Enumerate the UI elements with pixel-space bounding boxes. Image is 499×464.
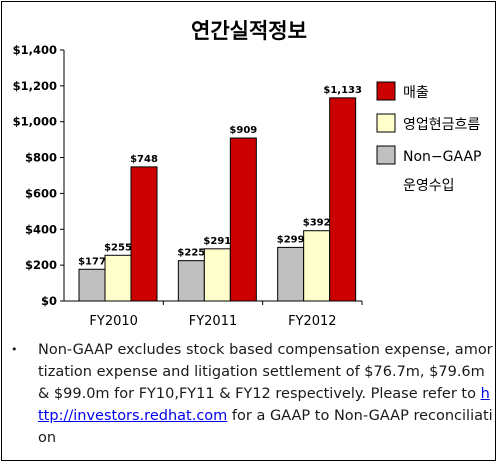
legend-label: Non−GAAP — [403, 149, 481, 165]
bar — [78, 268, 106, 302]
legend-label: 매출 — [403, 85, 429, 101]
bar — [130, 166, 158, 302]
y-tick-label: $200 — [25, 258, 57, 272]
legend-label-line2: 운영수입 — [403, 178, 455, 194]
data-label: $392 — [303, 218, 331, 229]
data-label: $225 — [177, 248, 205, 259]
data-label: $909 — [229, 125, 257, 136]
data-label: $748 — [130, 154, 158, 165]
footnote-text: Non-GAAP excludes stock based compensati… — [38, 339, 494, 449]
data-label: $255 — [104, 242, 132, 253]
x-category-label: FY2010 — [89, 314, 138, 329]
bar — [229, 137, 257, 302]
data-label: $299 — [277, 234, 305, 245]
data-label: $177 — [78, 256, 106, 267]
footnote-text-after: for a GAAP to Non-GAAP reconciliation — [38, 408, 493, 446]
x-category-label: FY2012 — [288, 314, 337, 329]
y-tick-label: $1,200 — [13, 79, 57, 93]
investor-relations-link[interactable]: http://investors.redhat.com — [38, 386, 490, 424]
y-tick-label: $0 — [41, 294, 57, 308]
bar — [177, 260, 205, 302]
data-label: $291 — [203, 236, 231, 247]
x-category-label: FY2011 — [189, 314, 238, 329]
bar — [303, 230, 331, 302]
legend-swatch — [376, 113, 396, 133]
y-tick-label: $1,400 — [13, 43, 57, 57]
y-tick-label: $800 — [25, 151, 57, 165]
footnote: • Non-GAAP excludes stock based compensa… — [8, 339, 494, 449]
footnote-text-before: Non-GAAP excludes stock based compensati… — [38, 342, 493, 402]
chart-title: 연간실적정보 — [191, 19, 307, 43]
footnote-bullet: • — [11, 343, 18, 356]
y-tick-label: $400 — [25, 222, 57, 236]
bar — [329, 97, 357, 302]
bar — [104, 254, 132, 302]
legend-label: 영업현금흐름 — [403, 117, 480, 133]
y-tick-label: $1,000 — [13, 115, 57, 129]
y-tick-label: $600 — [25, 186, 57, 200]
legend-swatch — [376, 81, 396, 101]
legend-swatch — [376, 145, 396, 165]
bar — [277, 246, 305, 302]
bar — [203, 248, 231, 302]
annual-performance-chart: 연간실적정보 $0 $200 $400 $600 $800 $1,000 $1,200 $1,… — [13, 19, 482, 329]
data-label: $1,133 — [323, 85, 362, 96]
plot-area: $0 $200 $400 $600 $800 $1,000 $1,200 $1,400 $177… — [13, 43, 363, 329]
